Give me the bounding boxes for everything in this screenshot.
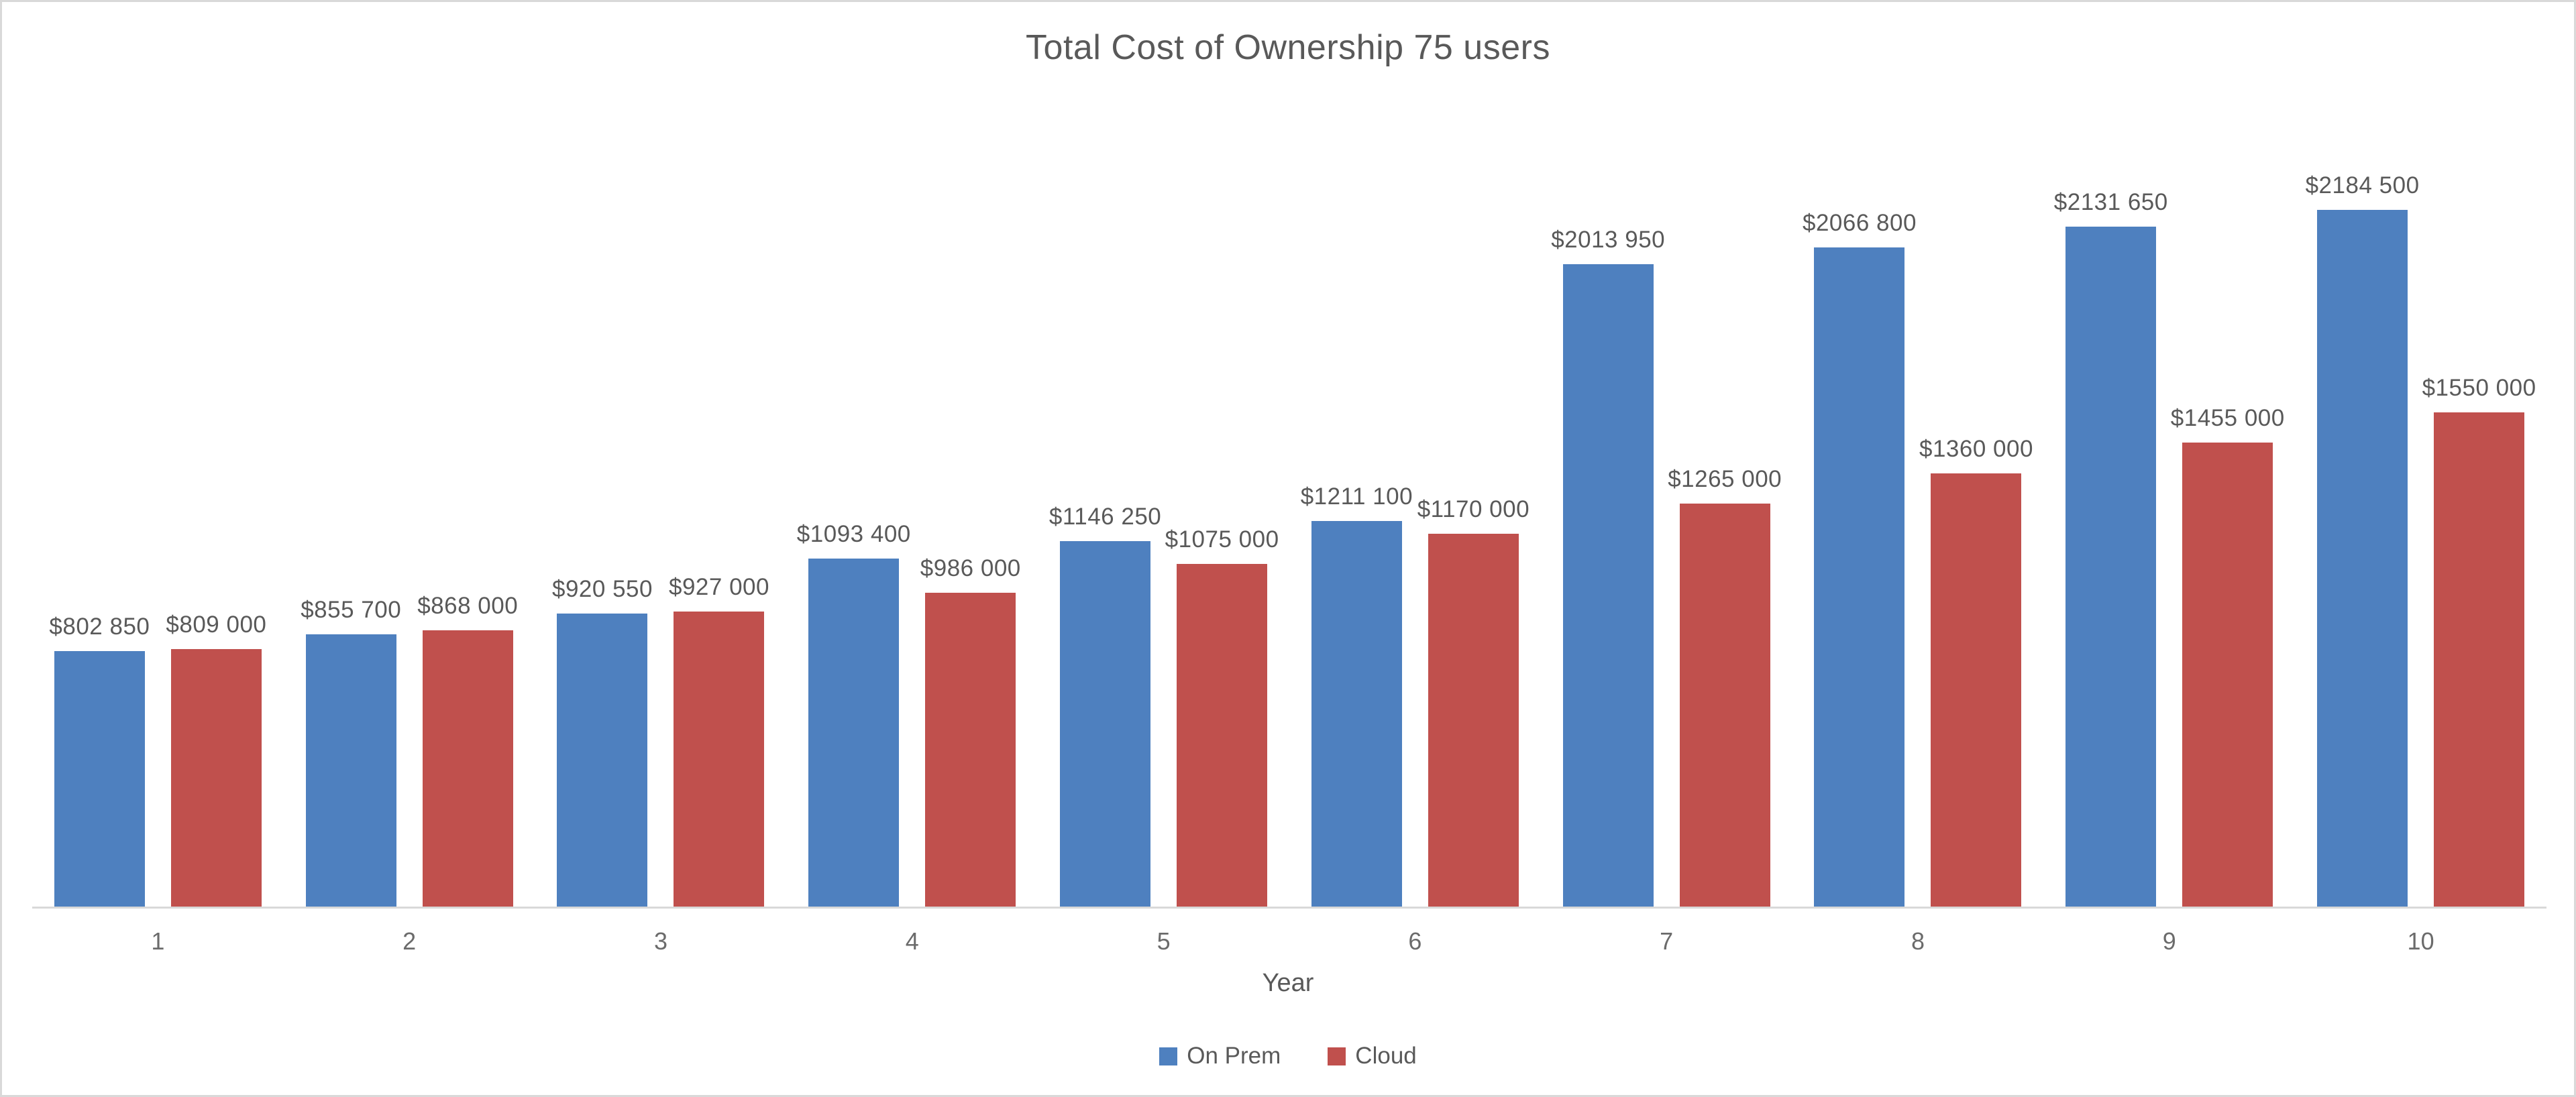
bar-value-label: $1075 000 bbox=[1165, 526, 1279, 553]
bar-cloud: $1455 000 bbox=[2171, 405, 2284, 907]
bar-cloud: $809 000 bbox=[166, 612, 266, 907]
legend-label: Cloud bbox=[1355, 1043, 1417, 1069]
x-axis-ticks: 1 2 3 4 5 6 7 8 9 10 bbox=[32, 927, 2546, 956]
bar-cloud: $1170 000 bbox=[1417, 496, 1529, 907]
bar-cloud: $1360 000 bbox=[1919, 436, 2033, 907]
bar-value-label: $1550 000 bbox=[2422, 375, 2536, 402]
legend: On Prem Cloud bbox=[2, 1043, 2574, 1070]
legend-item-on-prem: On Prem bbox=[1159, 1043, 1281, 1070]
bar-value-label: $2066 800 bbox=[1802, 210, 1917, 237]
x-tick-label: 7 bbox=[1660, 927, 1674, 955]
x-tick-label: 6 bbox=[1408, 927, 1422, 955]
x-tick-label: 5 bbox=[1157, 927, 1171, 955]
bar-value-label: $1360 000 bbox=[1919, 435, 2033, 462]
x-tick-label: 2 bbox=[402, 927, 417, 955]
bar-value-label: $1265 000 bbox=[1668, 465, 1782, 492]
bar-value-label: $855 700 bbox=[301, 596, 402, 623]
bar-on-prem: $1093 400 bbox=[797, 521, 910, 907]
bar-on-prem: $1146 250 bbox=[1049, 504, 1161, 907]
bar-value-label: $1093 400 bbox=[796, 520, 911, 547]
bar-cloud: $927 000 bbox=[669, 574, 769, 907]
bar-cloud: $1075 000 bbox=[1165, 526, 1279, 907]
bar-group: $1146 250 $1075 000 bbox=[1038, 109, 1289, 907]
bar-value-label: $2131 650 bbox=[2053, 189, 2168, 216]
x-tick-label: 1 bbox=[151, 927, 165, 955]
x-tick-label: 3 bbox=[653, 927, 667, 955]
bar-on-prem: $1211 100 bbox=[1301, 483, 1413, 907]
bar-value-label: $920 550 bbox=[551, 575, 653, 602]
bar-group: $855 700 $868 000 bbox=[284, 109, 535, 907]
bar-cloud: $1265 000 bbox=[1668, 466, 1782, 907]
bar-value-label: $2184 500 bbox=[2305, 172, 2420, 199]
bar-cloud: $868 000 bbox=[417, 593, 518, 907]
bar-group: $802 850 $809 000 bbox=[32, 109, 284, 907]
bar-group: $2066 800 $1360 000 bbox=[1792, 109, 2044, 907]
bar-value-label: $986 000 bbox=[920, 555, 1021, 581]
bar-value-label: $802 850 bbox=[49, 613, 150, 640]
bar-on-prem: $2184 500 bbox=[2306, 172, 2419, 907]
bar-cloud: $1550 000 bbox=[2422, 375, 2536, 907]
x-tick-label: 4 bbox=[905, 927, 919, 955]
x-tick-label: 10 bbox=[2407, 927, 2434, 955]
bar-cloud: $986 000 bbox=[920, 555, 1020, 907]
bar-on-prem: $920 550 bbox=[552, 576, 652, 907]
bar-value-label: $2013 950 bbox=[1551, 227, 1666, 253]
legend-swatch-icon bbox=[1328, 1047, 1346, 1065]
x-axis-title: Year bbox=[1262, 969, 1314, 997]
bar-value-label: $1170 000 bbox=[1417, 496, 1530, 523]
bar-group: $2131 650 $1455 000 bbox=[2043, 109, 2295, 907]
bar-on-prem: $2013 950 bbox=[1551, 227, 1665, 907]
bar-group: $1093 400 $986 000 bbox=[786, 109, 1038, 907]
legend-item-cloud: Cloud bbox=[1328, 1043, 1417, 1070]
bar-group: $2184 500 $1550 000 bbox=[2295, 109, 2546, 907]
bar-value-label: $1211 100 bbox=[1300, 483, 1413, 510]
chart-title: Total Cost of Ownership 75 users bbox=[1026, 28, 1550, 67]
x-tick-label: 9 bbox=[2162, 927, 2176, 955]
bar-on-prem: $2131 650 bbox=[2054, 189, 2167, 907]
bar-on-prem: $855 700 bbox=[301, 597, 401, 907]
x-tick-label: 8 bbox=[1911, 927, 1925, 955]
bar-on-prem: $802 850 bbox=[49, 614, 150, 907]
bar-value-label: $1455 000 bbox=[2170, 405, 2285, 432]
bar-value-label: $1146 250 bbox=[1049, 504, 1162, 530]
bar-group: $2013 950 $1265 000 bbox=[1541, 109, 1792, 907]
bar-on-prem: $2066 800 bbox=[1803, 210, 1916, 907]
bar-value-label: $927 000 bbox=[668, 573, 769, 600]
bar-value-label: $809 000 bbox=[166, 611, 267, 638]
bar-group: $920 550 $927 000 bbox=[535, 109, 787, 907]
plot-area: $802 850 $809 000 $855 700 $868 000 $920 550… bbox=[32, 109, 2546, 907]
bar-group: $1211 100 $1170 000 bbox=[1289, 109, 1541, 907]
x-axis-line bbox=[32, 907, 2546, 909]
legend-swatch-icon bbox=[1159, 1047, 1178, 1065]
bar-value-label: $868 000 bbox=[417, 592, 519, 619]
legend-label: On Prem bbox=[1187, 1043, 1281, 1069]
